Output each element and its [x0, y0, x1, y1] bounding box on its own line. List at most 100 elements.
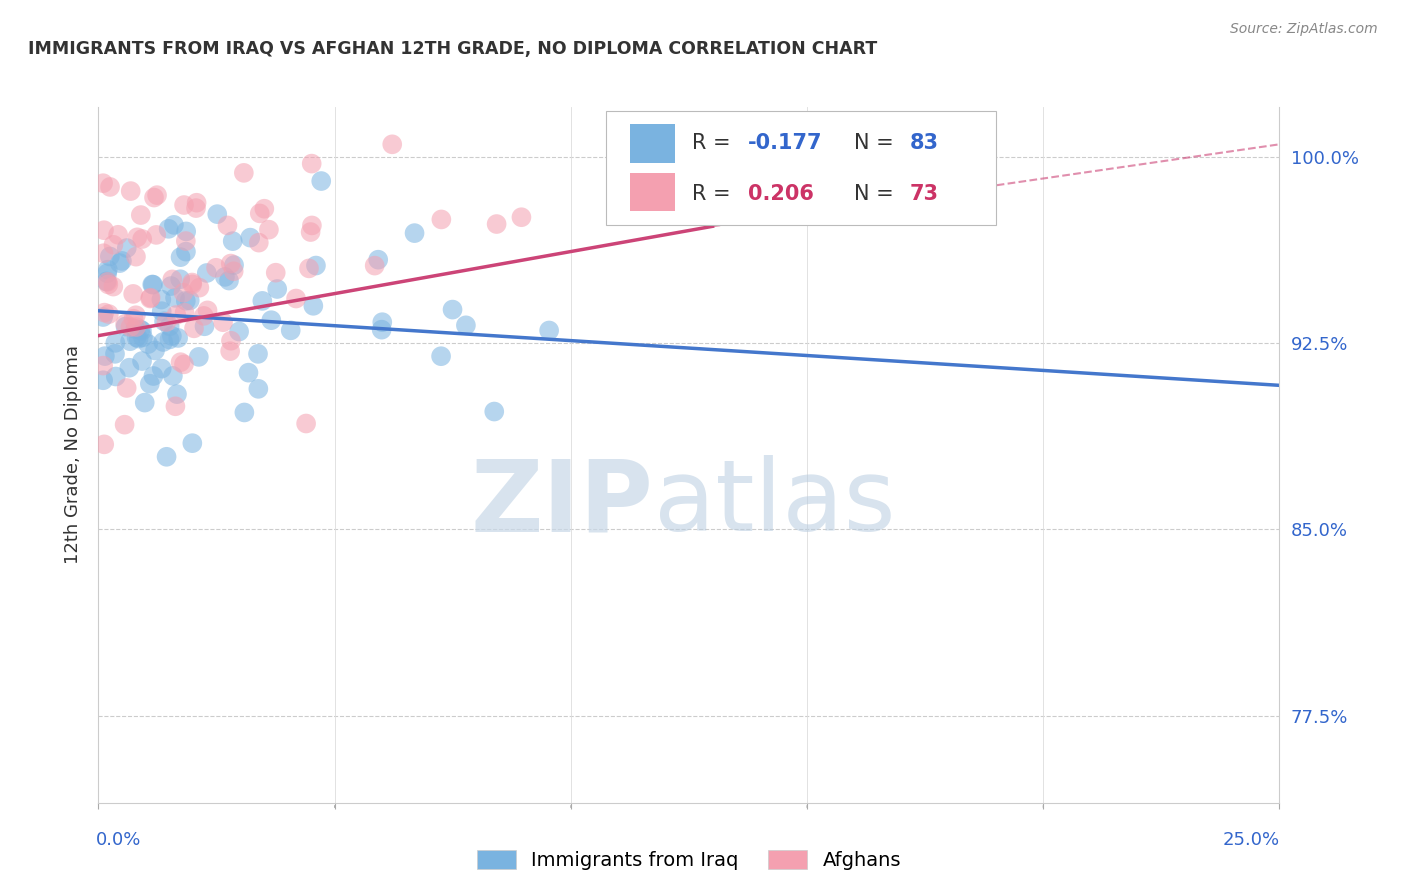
Point [367, 252, 389, 267]
Point [249, 206, 271, 220]
Point [91, 176, 114, 190]
Point [132, 330, 155, 344]
Point [143, 343, 166, 358]
Point [96, 266, 118, 280]
Point [247, 382, 270, 396]
Text: N =: N = [855, 184, 901, 204]
Point [186, 195, 208, 210]
Text: atlas: atlas [654, 455, 896, 552]
Point [142, 277, 165, 292]
Point [96, 275, 118, 289]
Point [485, 217, 508, 231]
Point [174, 293, 197, 308]
Point [169, 272, 191, 286]
Point [371, 315, 394, 329]
Point [260, 313, 283, 327]
Point [114, 317, 136, 331]
Point [97, 262, 120, 277]
Point [142, 369, 165, 384]
Point [193, 309, 215, 323]
Point [301, 219, 323, 233]
Point [363, 259, 385, 273]
Point [430, 212, 453, 227]
Point [93, 437, 115, 451]
Point [93, 223, 115, 237]
Point [165, 291, 187, 305]
Point [131, 232, 153, 246]
Point [454, 318, 477, 333]
Point [233, 405, 256, 419]
Point [299, 225, 322, 239]
Point [129, 323, 152, 337]
Point [150, 304, 173, 318]
Point [104, 347, 127, 361]
Point [98, 180, 121, 194]
Point [218, 274, 240, 288]
Point [252, 293, 274, 308]
Point [97, 307, 120, 321]
Point [150, 361, 173, 376]
Point [157, 222, 180, 236]
Point [120, 320, 142, 334]
Point [162, 368, 184, 383]
Point [114, 319, 136, 334]
Text: R =: R = [693, 133, 738, 153]
Point [152, 334, 174, 349]
Point [257, 222, 280, 236]
Point [153, 314, 176, 328]
Point [197, 303, 219, 318]
Point [166, 387, 188, 401]
Point [187, 350, 209, 364]
Point [212, 315, 235, 329]
Point [219, 334, 242, 348]
Point [181, 276, 204, 290]
Point [98, 249, 121, 263]
Y-axis label: 12th Grade, No Diploma: 12th Grade, No Diploma [65, 345, 83, 565]
Point [128, 332, 150, 346]
Point [302, 299, 325, 313]
Text: 25.0%: 25.0% [1222, 830, 1279, 848]
Point [131, 354, 153, 368]
Point [134, 395, 156, 409]
Point [103, 237, 125, 252]
Point [136, 337, 159, 351]
Point [163, 218, 186, 232]
Point [173, 305, 195, 319]
Point [214, 269, 236, 284]
Point [125, 308, 148, 322]
Point [139, 292, 162, 306]
Point [205, 260, 228, 275]
Point [510, 211, 533, 225]
Point [122, 286, 145, 301]
Point [266, 282, 288, 296]
Point [173, 357, 195, 371]
Point [207, 207, 229, 221]
Text: 0.0%: 0.0% [96, 830, 142, 848]
Point [538, 323, 561, 337]
Point [115, 381, 138, 395]
Point [103, 279, 125, 293]
Point [253, 202, 276, 216]
Point [118, 360, 141, 375]
Point [155, 315, 177, 329]
Point [169, 355, 191, 369]
Point [124, 322, 146, 336]
Point [125, 320, 148, 334]
Text: 83: 83 [910, 133, 939, 153]
Point [309, 174, 332, 188]
Point [160, 279, 183, 293]
Point [169, 250, 191, 264]
Point [141, 277, 163, 292]
Point [430, 349, 453, 363]
Point [298, 261, 321, 276]
Point [108, 256, 131, 270]
Point [125, 250, 148, 264]
Text: Source: ZipAtlas.com: Source: ZipAtlas.com [1230, 22, 1378, 37]
Point [441, 302, 464, 317]
Point [174, 234, 197, 248]
Point [181, 277, 204, 292]
Point [295, 417, 318, 431]
Point [91, 373, 114, 387]
Point [484, 404, 506, 418]
Point [179, 293, 201, 308]
